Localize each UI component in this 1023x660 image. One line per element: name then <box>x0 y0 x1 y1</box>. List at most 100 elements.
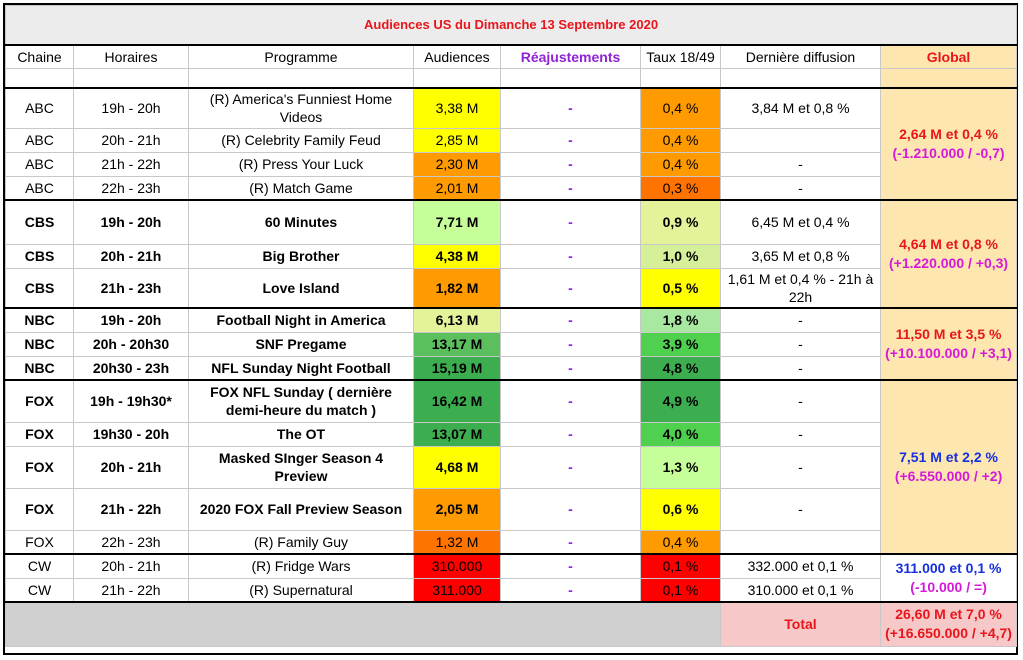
blank-cell <box>500 68 641 89</box>
blank-cell <box>413 68 501 89</box>
global-cbs-value: 4,64 M et 0,8 % <box>899 236 998 252</box>
cell-derniere: 310.000 et 0,1 % <box>720 577 881 603</box>
global-cw-value: 311.000 et 0,1 % <box>895 560 1002 576</box>
header-chaine: Chaine <box>5 44 74 69</box>
cell-audiences: 1,82 M <box>413 267 501 309</box>
cell-derniere <box>720 127 881 153</box>
cell-taux: 0,6 % <box>640 487 721 531</box>
cell-derniere: 3,84 M et 0,8 % <box>720 87 881 129</box>
cell-horaires: 21h - 22h <box>73 577 189 603</box>
cell-derniere: 332.000 et 0,1 % <box>720 553 881 579</box>
global-fox-value: 7,51 M et 2,2 % <box>899 449 998 465</box>
cell-reajustements: - <box>500 307 641 333</box>
cell-horaires: 19h - 20h <box>73 307 189 333</box>
cell-reajustements: - <box>500 445 641 489</box>
header-programme: Programme <box>188 44 414 69</box>
cell-reajustements: - <box>500 199 641 245</box>
cell-reajustements: - <box>500 487 641 531</box>
global-nbc: 11,50 M et 3,5 % (+10.100.000 / +3,1) <box>879 307 1018 381</box>
cell-chaine: ABC <box>5 87 74 129</box>
blank-cell <box>879 68 1018 89</box>
cell-reajustements: - <box>500 379 641 423</box>
cell-reajustements: - <box>500 553 641 579</box>
table-row: ABC 20h - 21h (R) Celebrity Family Feud … <box>5 127 1017 153</box>
cell-audiences: 3,38 M <box>413 87 501 129</box>
cell-audiences: 4,68 M <box>413 445 501 489</box>
cell-chaine: ABC <box>5 127 74 153</box>
cell-programme: Love Island <box>188 267 414 309</box>
cell-programme: The OT <box>188 421 414 447</box>
cell-reajustements: - <box>500 421 641 447</box>
table-row: NBC 20h30 - 23h NFL Sunday Night Footbal… <box>5 355 1017 381</box>
cell-derniere: 3,65 M et 0,8 % <box>720 243 881 269</box>
cell-programme: (R) Fridge Wars <box>188 553 414 579</box>
cell-horaires: 20h - 21h <box>73 127 189 153</box>
cell-audiences: 2,01 M <box>413 175 501 201</box>
cell-reajustements: - <box>500 243 641 269</box>
cell-horaires: 19h - 20h <box>73 199 189 245</box>
global-cw: 311.000 et 0,1 % (-10.000 / =) <box>879 553 1018 603</box>
cell-horaires: 19h30 - 20h <box>73 421 189 447</box>
cell-taux: 4,9 % <box>640 379 721 423</box>
cell-derniere: - <box>720 379 881 423</box>
cell-chaine: NBC <box>5 307 74 333</box>
cell-audiences: 2,85 M <box>413 127 501 153</box>
cell-chaine: FOX <box>5 421 74 447</box>
cell-programme: Football Night in America <box>188 307 414 333</box>
cell-taux: 1,3 % <box>640 445 721 489</box>
total-spacer <box>5 601 721 647</box>
cell-audiences: 2,30 M <box>413 151 501 177</box>
audience-table: Audiences US du Dimanche 13 Septembre 20… <box>4 5 1018 647</box>
cell-horaires: 22h - 23h <box>73 529 189 555</box>
cell-horaires: 22h - 23h <box>73 175 189 201</box>
cell-audiences: 1,32 M <box>413 529 501 555</box>
cell-derniere: 1,61 M et 0,4 % - 21h à 22h <box>720 267 881 309</box>
blank-cell <box>720 68 881 89</box>
cell-chaine: ABC <box>5 175 74 201</box>
header-taux: Taux 18/49 <box>640 44 721 69</box>
cell-horaires: 21h - 22h <box>73 151 189 177</box>
cell-taux: 0,4 % <box>640 127 721 153</box>
cell-audiences: 7,71 M <box>413 199 501 245</box>
blank-cell <box>188 68 414 89</box>
blank-cell <box>73 68 189 89</box>
cell-horaires: 20h - 21h <box>73 243 189 269</box>
cell-audiences: 310.000 <box>413 553 501 579</box>
cell-taux: 0,4 % <box>640 529 721 555</box>
cell-chaine: CBS <box>5 267 74 309</box>
cell-reajustements: - <box>500 355 641 381</box>
total-row: Total 26,60 M et 7,0 % (+16.650.000 / +4… <box>5 601 1018 647</box>
cell-programme: 2020 FOX Fall Preview Season <box>188 487 414 531</box>
cell-derniere: - <box>720 151 881 177</box>
cell-taux: 3,9 % <box>640 331 721 357</box>
cell-audiences: 16,42 M <box>413 379 501 423</box>
cell-chaine: CW <box>5 577 74 603</box>
blank-cell <box>640 68 721 89</box>
table-row: CBS 19h - 20h 60 Minutes 7,71 M - 0,9 % … <box>5 199 1018 309</box>
header-audiences: Audiences <box>413 44 501 69</box>
global-cw-diff: (-10.000 / =) <box>910 579 987 595</box>
table-row: FOX 19h30 - 20h The OT 13,07 M - 4,0 % - <box>5 421 1017 447</box>
cell-derniere: - <box>720 331 881 357</box>
cell-derniere: - <box>720 355 881 381</box>
cell-horaires: 20h - 20h30 <box>73 331 189 357</box>
table-row: CBS 21h - 23h Love Island 1,82 M - 0,5 %… <box>5 267 1017 309</box>
table-row: ABC 19h - 20h (R) America's Funniest Hom… <box>5 87 1018 201</box>
table-row: NBC 20h - 20h30 SNF Pregame 13,17 M - 3,… <box>5 331 1017 357</box>
cell-reajustements: - <box>500 267 641 309</box>
cell-reajustements: - <box>500 127 641 153</box>
cell-chaine: ABC <box>5 151 74 177</box>
cell-taux: 0,4 % <box>640 87 721 129</box>
cell-programme: Masked SInger Season 4 Preview <box>188 445 414 489</box>
cell-chaine: CBS <box>5 243 74 269</box>
cell-taux: 0,1 % <box>640 553 721 579</box>
global-abc: 2,64 M et 0,4 % (-1.210.000 / -0,7) <box>879 87 1018 201</box>
table-row: CBS 20h - 21h Big Brother 4,38 M - 1,0 %… <box>5 243 1017 269</box>
cell-horaires: 21h - 23h <box>73 267 189 309</box>
cell-audiences: 2,05 M <box>413 487 501 531</box>
table-row: NBC 19h - 20h Football Night in America … <box>5 307 1018 381</box>
table-row: ABC 21h - 22h (R) Press Your Luck 2,30 M… <box>5 151 1017 177</box>
cell-reajustements: - <box>500 529 641 555</box>
table-title: Audiences US du Dimanche 13 Septembre 20… <box>4 5 1018 46</box>
cell-programme: Big Brother <box>188 243 414 269</box>
